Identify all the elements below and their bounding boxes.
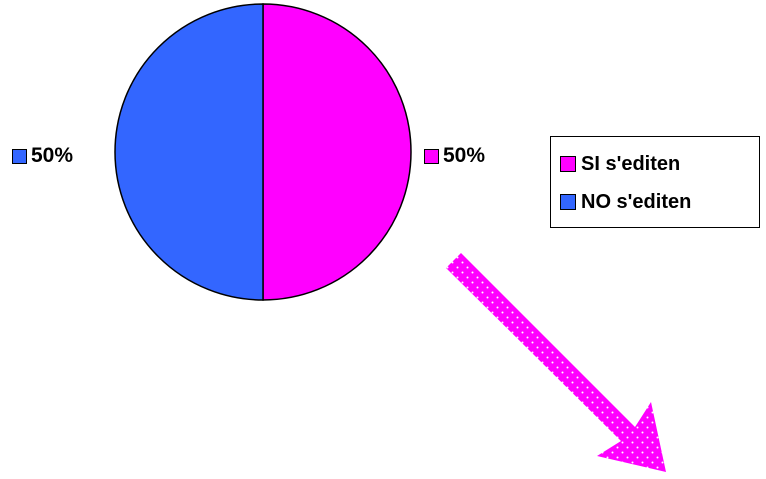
data-label-swatch-si	[424, 148, 439, 164]
data-label-si-sediten: 50%	[424, 144, 485, 168]
legend-label-si: SI s'editen	[581, 152, 681, 175]
pie-slice-si	[262, 3, 412, 301]
legend-item-si: SI s'editen	[560, 145, 759, 183]
data-label-no-sediten: 50%	[12, 144, 73, 168]
legend-swatch-si	[560, 156, 576, 172]
pie-slice-no	[114, 3, 264, 301]
legend: SI s'editen NO s'editen	[550, 136, 760, 228]
data-label-text-si: 50%	[443, 144, 486, 167]
legend-label-no: NO s'editen	[581, 190, 692, 213]
data-label-text-no: 50%	[31, 144, 74, 167]
data-label-swatch-no	[12, 148, 27, 164]
pie-slices	[114, 3, 412, 301]
legend-item-no: NO s'editen	[560, 183, 759, 221]
arrow-icon	[446, 253, 666, 472]
legend-swatch-no	[560, 194, 576, 210]
